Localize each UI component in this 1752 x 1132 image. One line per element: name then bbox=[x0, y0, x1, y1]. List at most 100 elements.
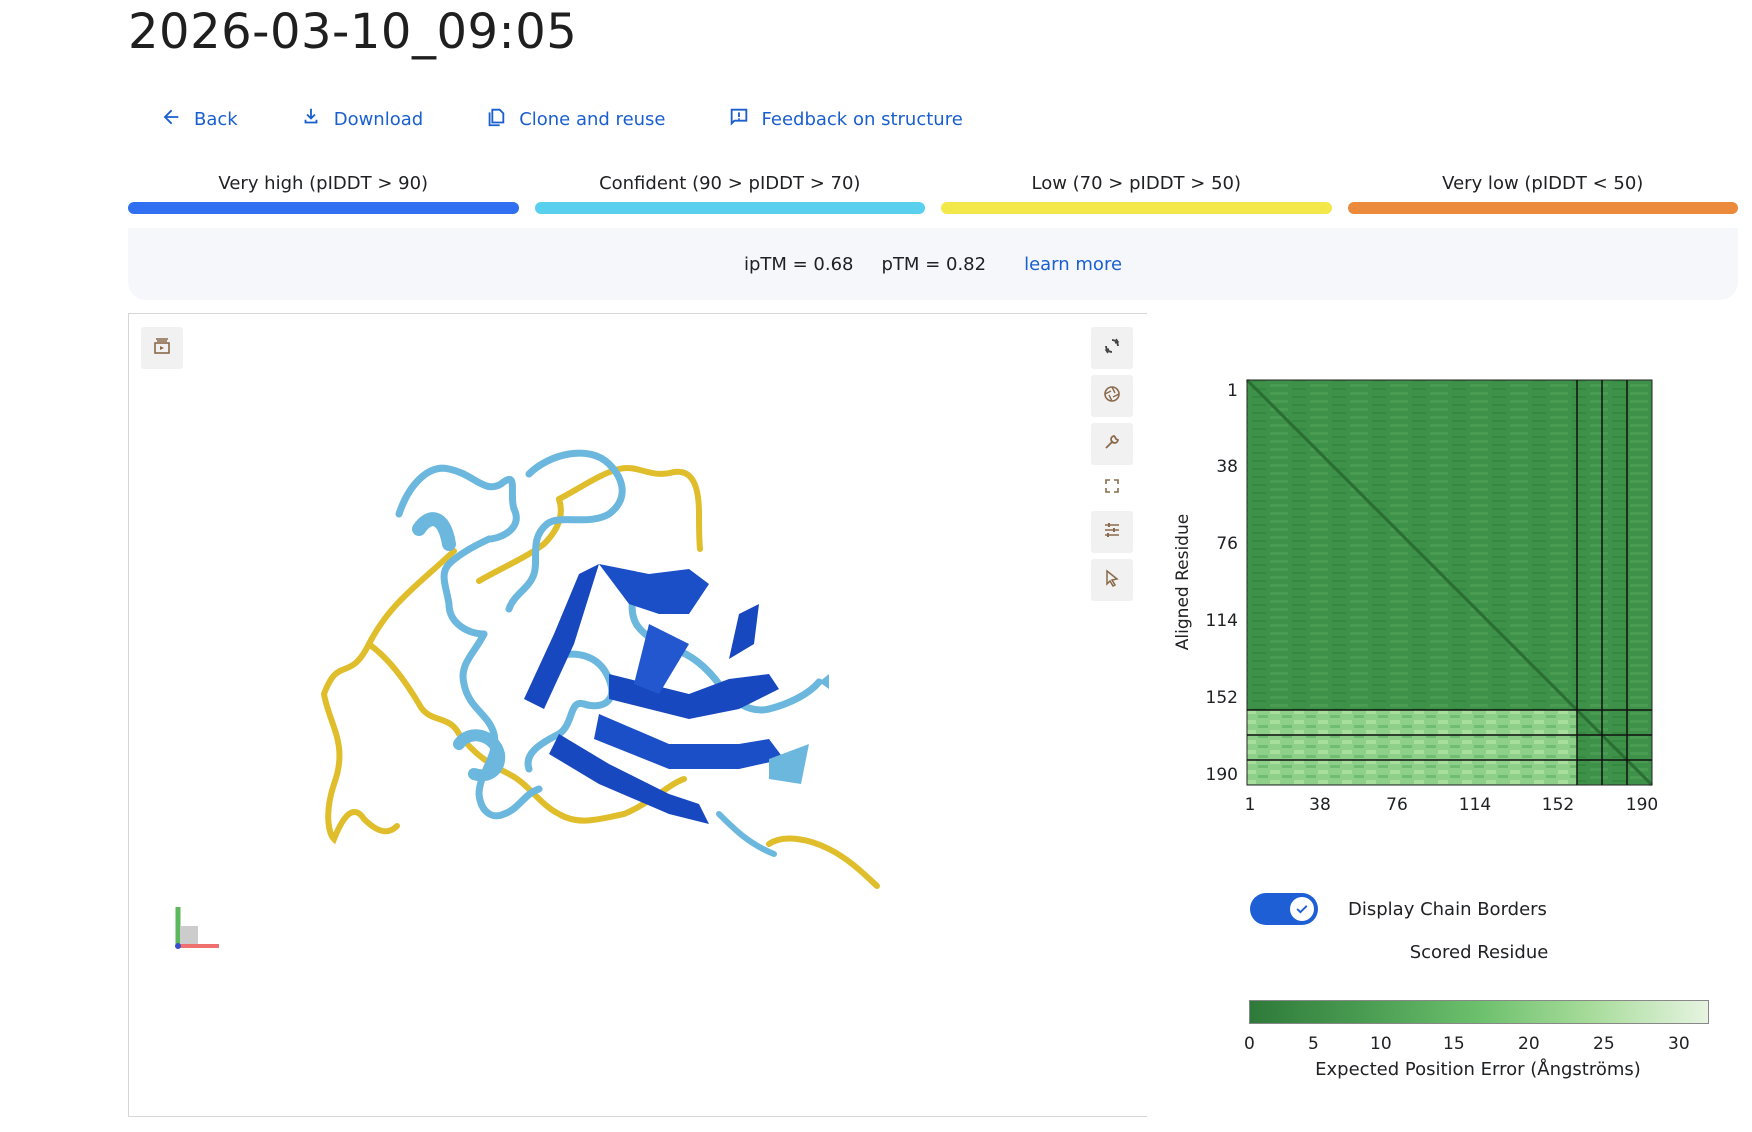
feedback-button[interactable]: Feedback on structure bbox=[728, 102, 963, 136]
confident-strand bbox=[819, 674, 829, 689]
x-tick-label: 38 bbox=[1309, 795, 1331, 815]
camera-aperture-icon bbox=[1102, 384, 1122, 409]
legend-label: Confident (90 > pIDDT > 70) bbox=[599, 173, 861, 194]
confidence-metrics: ipTM = 0.68 pTM = 0.82 learn more bbox=[128, 228, 1738, 300]
pae-heatmap-frame bbox=[1246, 379, 1653, 786]
screenshot-button[interactable] bbox=[1091, 375, 1133, 417]
fullscreen-icon bbox=[1102, 476, 1122, 501]
confident-coil bbox=[453, 729, 506, 782]
legend-label: Low (70 > pIDDT > 50) bbox=[1031, 173, 1242, 194]
confident-coil bbox=[395, 464, 520, 638]
pae-block-chain-c bbox=[1577, 380, 1652, 785]
pae-colorbar bbox=[1249, 1000, 1709, 1024]
y-tick-label: 1 bbox=[1227, 381, 1238, 401]
very-high-strand bbox=[524, 564, 599, 709]
axis-gizmo-plane bbox=[180, 926, 198, 944]
very-high-strand bbox=[729, 604, 759, 659]
fullscreen-button[interactable] bbox=[1091, 467, 1133, 509]
x-tick-label: 1 bbox=[1245, 795, 1256, 815]
feedback-label: Feedback on structure bbox=[761, 108, 963, 130]
x-tick-label: 190 bbox=[1626, 795, 1658, 815]
back-label: Back bbox=[194, 108, 238, 130]
confident-coil bbox=[412, 512, 456, 551]
selection-mode-button[interactable] bbox=[1091, 559, 1133, 601]
legend-label: Very low (pIDDT < 50) bbox=[1442, 173, 1644, 194]
legend-very-high: Very high (pIDDT > 90) bbox=[128, 170, 519, 214]
tune-sliders-icon bbox=[1102, 520, 1122, 545]
back-button[interactable]: Back bbox=[160, 102, 238, 136]
pointer-icon bbox=[1102, 568, 1122, 593]
confident-coil bbox=[716, 811, 777, 857]
very-high-strand bbox=[634, 624, 689, 694]
low-confidence-coil bbox=[320, 548, 457, 845]
colorbar-tick: 15 bbox=[1443, 1034, 1465, 1054]
colorbar-tick: 10 bbox=[1370, 1034, 1392, 1054]
pae-diagonal bbox=[1245, 378, 1654, 787]
confident-coil bbox=[459, 630, 543, 820]
download-button[interactable]: Download bbox=[300, 102, 423, 136]
confident-coil bbox=[505, 449, 626, 613]
learn-more-link[interactable]: learn more bbox=[1024, 253, 1123, 275]
chain-borders-toggle-row: Display Chain Borders bbox=[1250, 893, 1547, 925]
structure-viewer[interactable] bbox=[128, 313, 1147, 1117]
protein-cartoon-render[interactable] bbox=[129, 314, 1147, 1116]
colorbar-tick: 20 bbox=[1518, 1034, 1540, 1054]
y-tick-label: 190 bbox=[1206, 765, 1238, 785]
legend-low: Low (70 > pIDDT > 50) bbox=[941, 170, 1332, 214]
pae-panel: 1 38 76 114 152 190 1 38 76 114 152 190 … bbox=[1150, 360, 1752, 1100]
copy-icon bbox=[485, 106, 507, 133]
clone-label: Clone and reuse bbox=[519, 108, 666, 130]
check-icon bbox=[1290, 897, 1314, 921]
legend-color-bar bbox=[534, 202, 925, 214]
legend-very-low: Very low (pIDDT < 50) bbox=[1347, 170, 1738, 214]
low-confidence-coil bbox=[476, 496, 564, 584]
confident-strand bbox=[769, 744, 809, 784]
confident-coil bbox=[628, 590, 823, 714]
sequence-panel-button[interactable] bbox=[141, 327, 183, 369]
chain-borders-toggle[interactable] bbox=[1250, 893, 1318, 925]
colorbar-tick: 30 bbox=[1668, 1034, 1690, 1054]
chain-borders bbox=[1247, 380, 1652, 785]
download-icon bbox=[300, 106, 322, 133]
x-tick-label: 152 bbox=[1542, 795, 1574, 815]
confident-coil bbox=[524, 650, 615, 773]
feedback-icon bbox=[728, 106, 750, 133]
x-axis-label: Scored Residue bbox=[1409, 942, 1549, 963]
very-high-strand bbox=[599, 564, 709, 614]
clone-and-reuse-button[interactable]: Clone and reuse bbox=[485, 102, 666, 136]
sequence-panel-icon bbox=[152, 336, 172, 361]
plddt-legend: Very high (pIDDT > 90) Confident (90 > p… bbox=[128, 170, 1738, 214]
legend-color-bar bbox=[1347, 202, 1738, 214]
pae-heatmap-plot[interactable]: 1 38 76 114 152 190 1 38 76 114 152 190 … bbox=[1150, 360, 1752, 1100]
colorbar-ticks: 0 5 10 15 20 25 30 bbox=[1240, 1034, 1720, 1060]
x-tick-label: 76 bbox=[1386, 795, 1408, 815]
colorbar-tick: 0 bbox=[1244, 1034, 1255, 1054]
reset-rotation-button[interactable] bbox=[1091, 327, 1133, 369]
y-tick-label: 114 bbox=[1206, 611, 1238, 631]
ptm-value: pTM = 0.82 bbox=[881, 253, 987, 275]
legend-color-bar bbox=[941, 202, 1332, 214]
colorbar-tick: 5 bbox=[1308, 1034, 1319, 1054]
wrench-icon bbox=[1102, 432, 1122, 457]
low-confidence-coil bbox=[366, 641, 687, 824]
low-confidence-coil bbox=[556, 465, 703, 552]
pae-block-chain-b bbox=[1247, 710, 1577, 785]
iptm-value: ipTM = 0.68 bbox=[743, 253, 854, 275]
legend-label: Very high (pIDDT > 90) bbox=[218, 173, 429, 194]
download-label: Download bbox=[333, 108, 424, 130]
controls-button[interactable] bbox=[1091, 511, 1133, 553]
y-tick-label: 38 bbox=[1216, 457, 1238, 477]
legend-color-bar bbox=[128, 202, 519, 214]
very-high-strand bbox=[549, 734, 709, 824]
x-tick-label: 114 bbox=[1459, 795, 1491, 815]
legend-confident: Confident (90 > pIDDT > 70) bbox=[534, 170, 925, 214]
y-tick-label: 76 bbox=[1216, 534, 1238, 554]
y-axis-label: Aligned Residue bbox=[1173, 514, 1193, 650]
reset-rotation-icon bbox=[1102, 336, 1122, 361]
arrow-back-icon bbox=[160, 106, 182, 133]
colorbar-label: Expected Position Error (Ångströms) bbox=[1315, 1059, 1641, 1080]
chain-borders-label: Display Chain Borders bbox=[1348, 898, 1547, 920]
axis-gizmo-origin bbox=[175, 943, 181, 949]
settings-button[interactable] bbox=[1091, 423, 1133, 465]
page-title: 2026-03-10_09:05 bbox=[128, 4, 578, 60]
